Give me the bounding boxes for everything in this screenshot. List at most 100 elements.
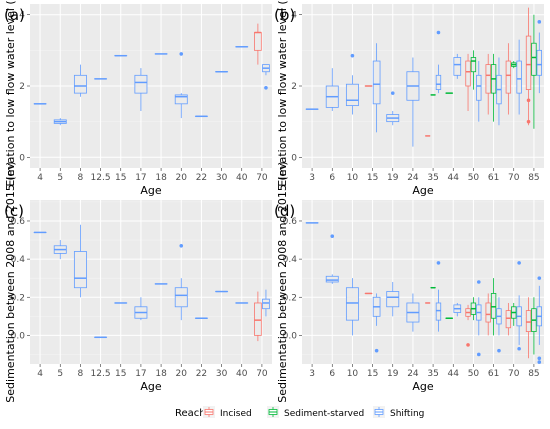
box-b-15-shifting: [372, 43, 381, 133]
box-b-61-incised: [485, 53, 491, 115]
box-body: [435, 74, 442, 90]
box-outlier: [517, 346, 521, 351]
box-b-61-shifting: [496, 57, 502, 126]
box-b-70-incised: [505, 43, 512, 115]
box-body: [453, 57, 462, 76]
box-a-20-shifting: [174, 52, 188, 119]
box-d-24-shifting: [406, 293, 420, 332]
box-outlier: [526, 119, 531, 124]
box-d-85-shifting: [536, 276, 542, 364]
box-b-50-sediment-starved: [470, 50, 477, 90]
box-d-61-sediment-starved: [490, 278, 497, 336]
legend-label-incised: Incised: [220, 409, 252, 419]
box-d-35-shifting: [435, 261, 442, 332]
box-body: [505, 310, 512, 329]
panel-tag-b: (b): [274, 6, 295, 24]
box-d-70-incised: [505, 302, 512, 336]
x-tick-label-70: 70: [256, 173, 268, 183]
box-body: [262, 298, 270, 310]
box-d-70-sediment-starved: [511, 302, 517, 326]
x-tick-label-6: 6: [329, 173, 335, 183]
panel-tag-a: (a): [4, 6, 25, 24]
box-outlier: [466, 343, 470, 347]
box-b-85-sediment-starved: [531, 14, 537, 129]
box-outlier: [476, 280, 481, 284]
x-axis-title-c: Age: [140, 380, 162, 393]
x-tick-label-4: 4: [37, 369, 43, 379]
y-tick-label: 0.2: [11, 293, 25, 303]
x-tick-label-3: 3: [309, 173, 315, 183]
box-d-19-shifting: [386, 282, 400, 317]
y-tick-label: 0.0: [11, 331, 26, 341]
box-d-10-shifting: [345, 278, 359, 336]
panel-background-c: [30, 200, 272, 364]
box-body: [485, 64, 491, 94]
box-d-50-sediment-starved: [470, 297, 477, 321]
box-b-70-shifting: [516, 39, 522, 115]
box-d-85-incised: [525, 297, 532, 359]
x-tick-label-30: 30: [216, 369, 228, 379]
y-tick-label: 0.0: [283, 331, 298, 341]
x-tick-label-15: 15: [115, 369, 126, 379]
box-body: [372, 60, 381, 105]
box-body: [345, 287, 359, 321]
box-a-70-shifting: [262, 64, 270, 90]
y-tick-label: 4: [291, 11, 297, 21]
box-body: [485, 302, 491, 323]
box-d-15-shifting: [372, 293, 381, 353]
box-body: [536, 49, 542, 76]
box-d-61-incised: [485, 293, 491, 336]
box-b-85-incised: [525, 7, 532, 126]
x-tick-label-10: 10: [347, 369, 359, 379]
panel-c: 0.0 0.2 0.4 0.6 4 5 8 12.5 15 17 18 20 22 30 40 70 Age Se…: [4, 161, 272, 403]
y-tick-label: 0.2: [283, 293, 297, 303]
x-tick-label-24: 24: [407, 173, 419, 183]
y-tick-label: 0: [19, 153, 25, 163]
x-tick-label-61: 61: [488, 369, 499, 379]
y-tick-label: 2: [19, 82, 25, 92]
box-d-50-shifting: [476, 280, 482, 357]
y-axis-title-a: Elevation to low flow water level (m): [4, 0, 17, 187]
box-outlier: [179, 52, 184, 56]
x-tick-label-50: 50: [468, 369, 480, 379]
box-b-44-shifting: [453, 53, 462, 79]
x-tick-label-3: 3: [309, 369, 315, 379]
x-tick-label-12-5: 12.5: [91, 173, 111, 183]
box-b-61-sediment-starved: [490, 53, 497, 122]
box-outlier: [537, 276, 542, 280]
box-body: [435, 302, 442, 321]
x-tick-label-70: 70: [508, 173, 520, 183]
box-body: [476, 74, 482, 101]
box-body: [470, 57, 477, 73]
box-outlier: [436, 30, 441, 35]
x-tick-label-35: 35: [427, 369, 438, 379]
box-a-5-shifting: [53, 118, 67, 126]
box-outlier: [264, 85, 268, 90]
x-tick-label-5: 5: [57, 369, 63, 379]
x-tick-label-15: 15: [367, 173, 378, 183]
box-outlier: [476, 352, 481, 357]
y-tick-label: 0: [291, 153, 297, 163]
box-d-61-shifting: [496, 297, 502, 353]
box-outlier: [330, 234, 335, 239]
box-body: [73, 251, 87, 289]
y-axis-title-d: Sedimentation between 2008 and 2015 (m): [276, 161, 289, 402]
box-a-17-shifting: [134, 68, 148, 111]
x-tick-label-50: 50: [468, 173, 480, 183]
x-tick-label-35: 35: [427, 173, 438, 183]
y-axis-title-b: Elevation to low flow water level (m): [276, 0, 289, 187]
box-outlier: [350, 53, 355, 58]
x-tick-label-10: 10: [347, 173, 359, 183]
x-tick-label-70: 70: [508, 369, 520, 379]
box-a-70-incised: [254, 23, 262, 65]
box-body: [505, 60, 512, 94]
box-body: [525, 310, 532, 332]
panel-background-d: [302, 200, 544, 364]
x-tick-label-17: 17: [135, 369, 146, 379]
x-tick-label-19: 19: [387, 369, 399, 379]
box-body: [174, 287, 188, 308]
box-c-70-incised: [254, 291, 262, 342]
y-tick-label: 4: [19, 11, 25, 21]
box-outlier: [537, 356, 542, 361]
